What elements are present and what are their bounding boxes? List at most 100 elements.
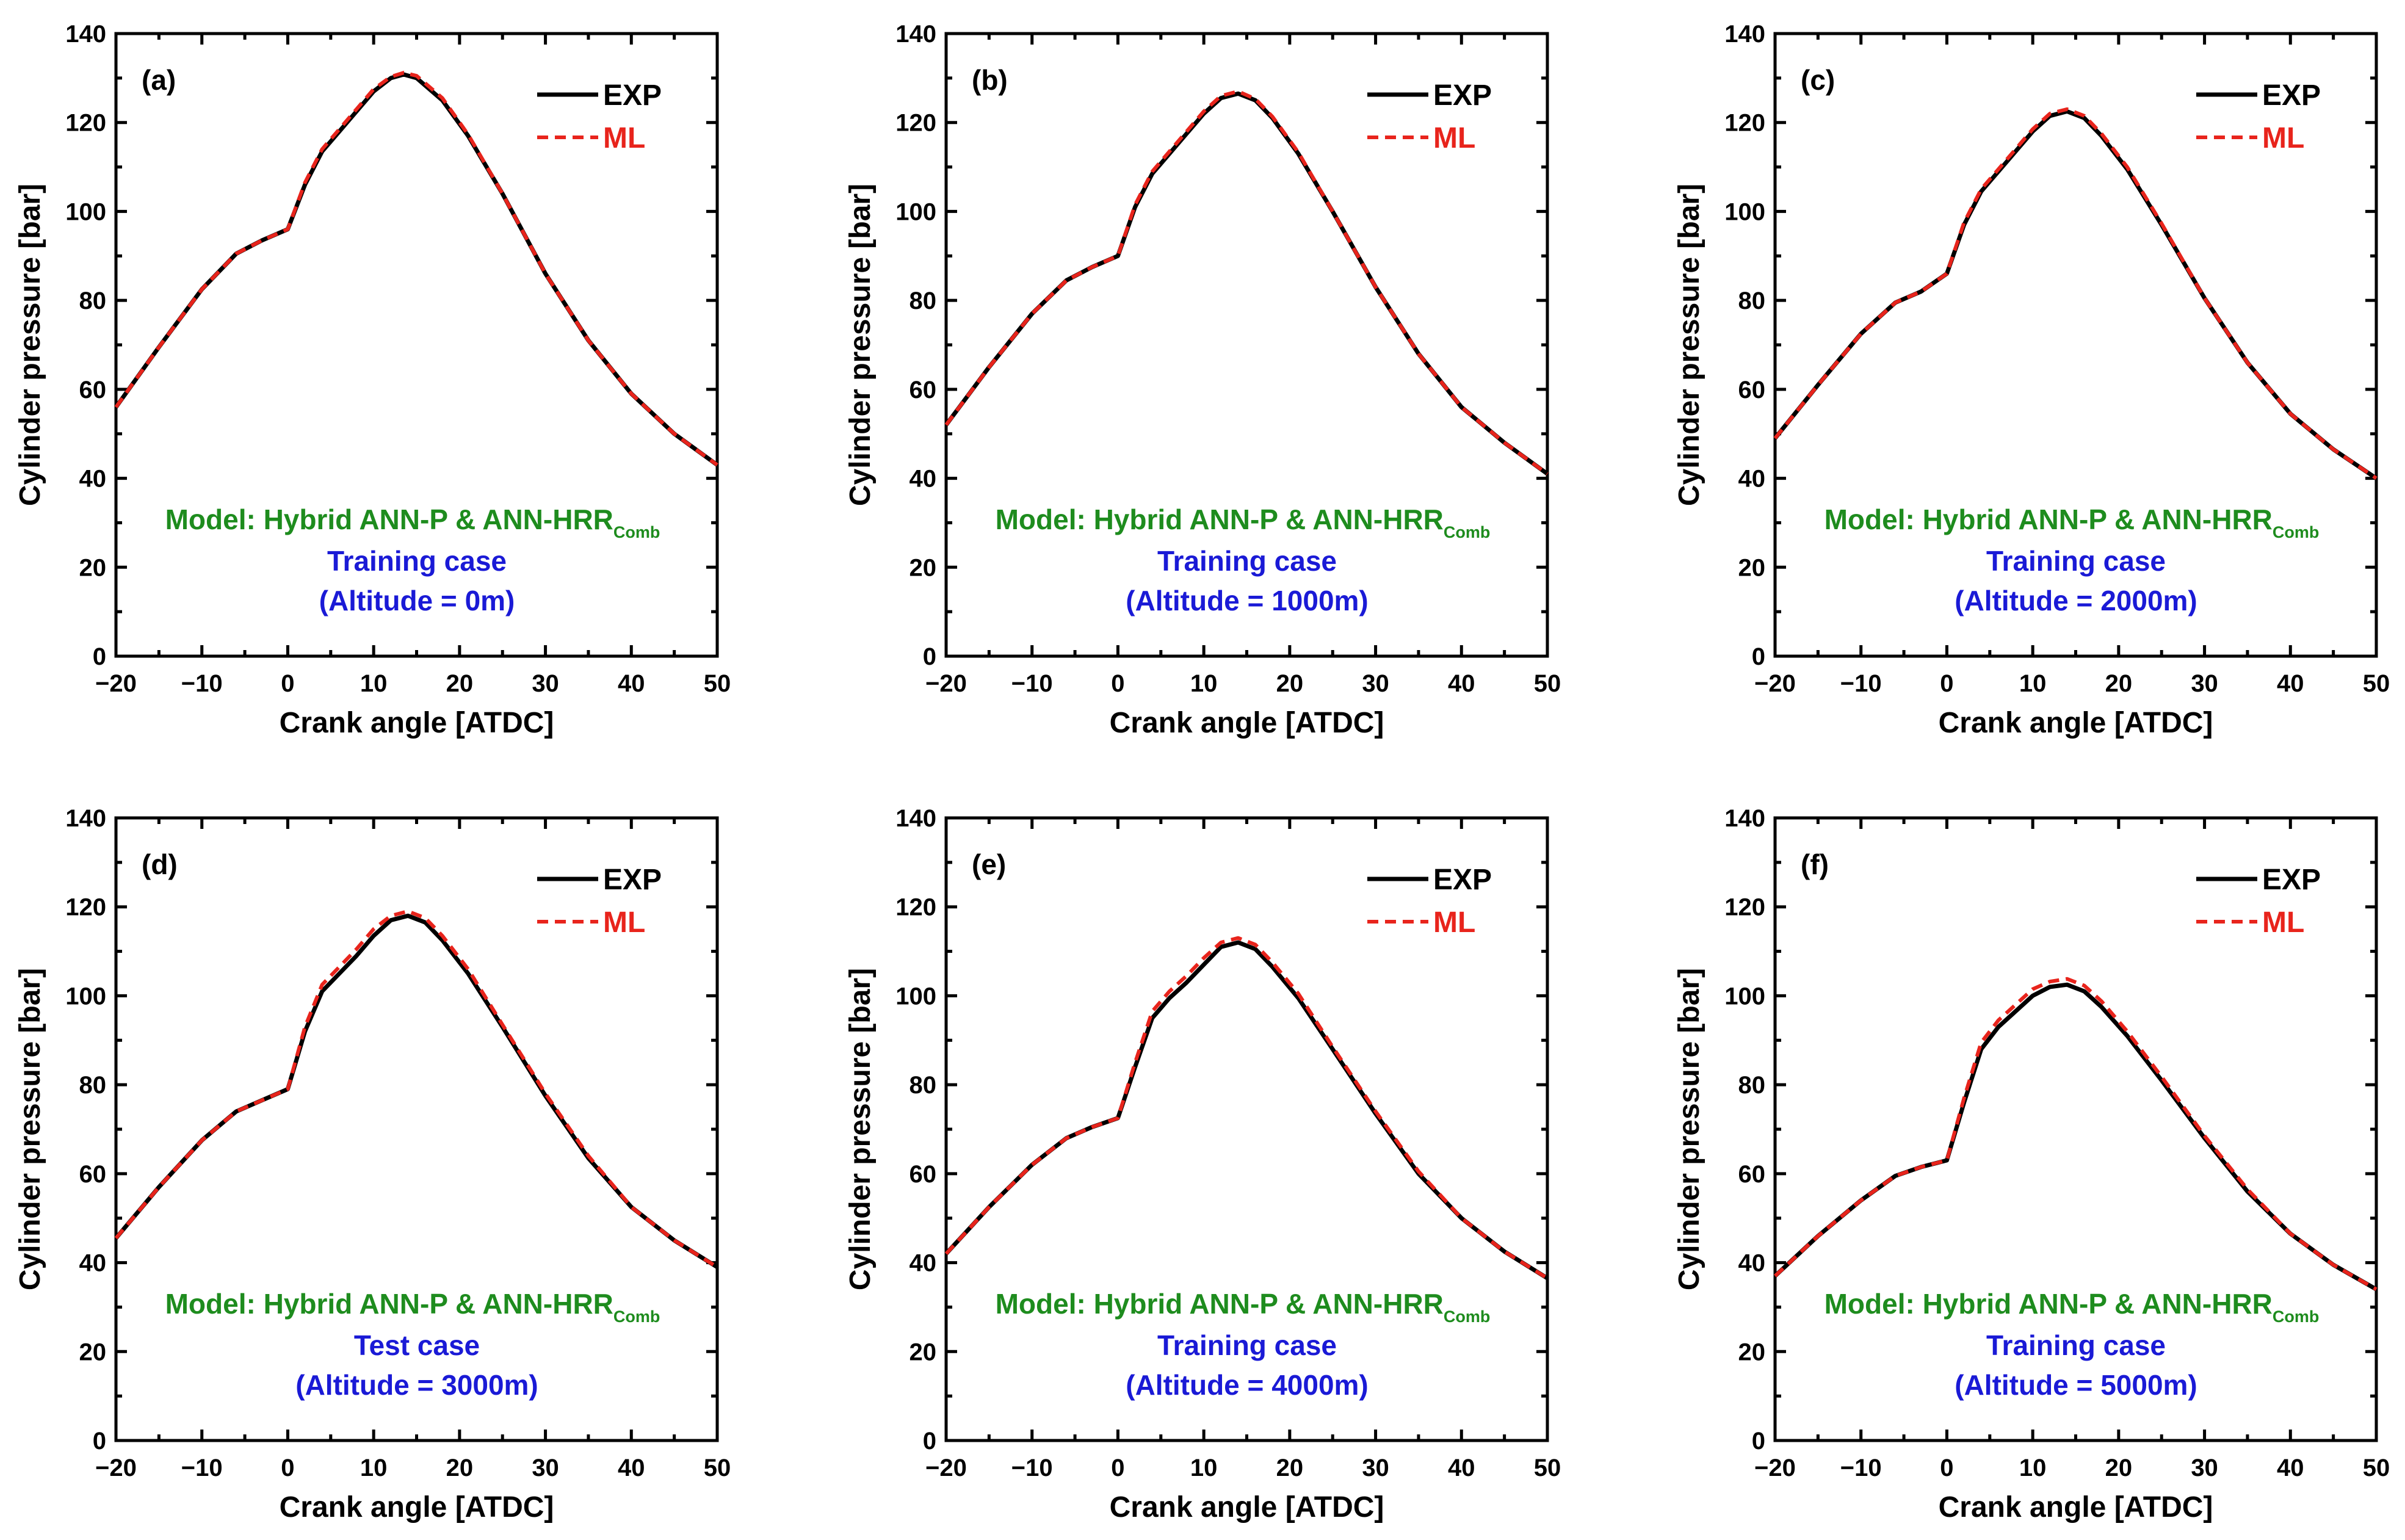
y-tick-label: 140 xyxy=(1724,805,1765,832)
series-line-ml xyxy=(114,71,718,467)
x-tick-label: −20 xyxy=(95,1455,137,1481)
x-tick-label: −20 xyxy=(1754,1455,1796,1481)
panel-label: (b) xyxy=(972,64,1008,96)
y-tick-label: 20 xyxy=(910,1339,937,1365)
model-annotation: Model: Hybrid ANN-P & ANN-HRRComb xyxy=(1825,504,2320,541)
x-tick-label: 20 xyxy=(1276,1455,1304,1481)
y-tick-label: 40 xyxy=(79,1250,107,1277)
x-tick-label: −10 xyxy=(181,670,223,697)
y-tick-label: 100 xyxy=(1724,983,1765,1010)
y-axis-title: Cylinder pressure [bar] xyxy=(844,968,877,1290)
y-axis-title: Cylinder pressure [bar] xyxy=(14,184,46,506)
y-tick-label: 60 xyxy=(79,1161,107,1188)
x-tick-label: 30 xyxy=(1362,670,1389,697)
y-tick-label: 80 xyxy=(1738,287,1766,314)
y-tick-label: 40 xyxy=(1738,466,1766,493)
x-tick-label: −10 xyxy=(1011,670,1053,697)
series-line-ml xyxy=(944,936,1549,1280)
model-annotation: Model: Hybrid ANN-P & ANN-HRRComb xyxy=(996,504,1491,541)
x-tick-label: −10 xyxy=(181,1455,223,1481)
y-tick-label: 120 xyxy=(895,110,936,137)
y-tick-label: 140 xyxy=(1724,21,1765,48)
x-tick-label: 40 xyxy=(618,670,645,697)
y-axis-title: Cylinder pressure [bar] xyxy=(1673,968,1705,1290)
x-tick-label: 20 xyxy=(446,670,474,697)
x-tick-label: 40 xyxy=(1448,670,1475,697)
x-tick-label: 0 xyxy=(1940,670,1953,697)
y-tick-label: 0 xyxy=(1752,1428,1765,1455)
x-tick-label: 40 xyxy=(1448,1455,1475,1481)
x-tick-label: 20 xyxy=(2105,670,2133,697)
series-line-ml xyxy=(944,89,1549,475)
y-tick-label: 140 xyxy=(65,21,106,48)
x-tick-label: 20 xyxy=(446,1455,474,1481)
x-tick-label: 10 xyxy=(2019,670,2047,697)
y-tick-label: 140 xyxy=(895,805,936,832)
y-tick-label: 0 xyxy=(923,1428,936,1455)
x-tick-label: 50 xyxy=(2363,670,2390,697)
legend-label-exp: EXP xyxy=(1433,79,1492,112)
y-tick-label: 80 xyxy=(79,287,107,314)
x-tick-label: 20 xyxy=(2105,1455,2133,1481)
case-annotation: Test case xyxy=(354,1329,480,1361)
chart-panel-a: −20 −10 0 10 20 30 40 50 0 20 40 60 80 100 120 140 Crank… xyxy=(14,21,731,739)
y-tick-label: 100 xyxy=(895,983,936,1010)
x-tick-label: 50 xyxy=(2363,1455,2390,1481)
y-tick-label: 60 xyxy=(910,1161,937,1188)
legend-label-ml: ML xyxy=(2262,122,2304,154)
legend-label-ml: ML xyxy=(603,906,645,939)
x-tick-label: 10 xyxy=(1190,670,1218,697)
legend-label-ml: ML xyxy=(1433,906,1475,939)
x-axis-title: Crank angle [ATDC] xyxy=(280,707,554,739)
x-axis-title: Crank angle [ATDC] xyxy=(1110,1491,1384,1524)
y-tick-label: 80 xyxy=(1738,1072,1766,1099)
x-tick-label: 50 xyxy=(704,1455,731,1481)
model-annotation: Model: Hybrid ANN-P & ANN-HRRComb xyxy=(1825,1288,2320,1326)
y-axis-title: Cylinder pressure [bar] xyxy=(844,184,877,506)
y-tick-label: 60 xyxy=(1738,1161,1766,1188)
y-tick-label: 20 xyxy=(1738,1339,1766,1365)
y-tick-label: 60 xyxy=(79,377,107,403)
x-tick-label: 40 xyxy=(2277,670,2304,697)
legend-label-ml: ML xyxy=(603,122,645,154)
x-tick-label: 30 xyxy=(2191,1455,2218,1481)
altitude-annotation: (Altitude = 1000m) xyxy=(1126,585,1369,616)
y-tick-label: 100 xyxy=(65,983,106,1010)
panel-label: (d) xyxy=(142,848,178,880)
model-annotation: Model: Hybrid ANN-P & ANN-HRRComb xyxy=(165,504,660,541)
x-tick-label: 50 xyxy=(1534,1455,1561,1481)
y-tick-label: 40 xyxy=(79,466,107,493)
y-tick-label: 0 xyxy=(923,643,936,670)
case-annotation: Training case xyxy=(1986,545,2166,577)
y-tick-label: 140 xyxy=(65,805,106,832)
y-axis-title: Cylinder pressure [bar] xyxy=(14,968,46,1290)
x-tick-label: 0 xyxy=(281,670,294,697)
panel-label: (f) xyxy=(1801,848,1829,880)
y-tick-label: 40 xyxy=(910,1250,937,1277)
altitude-annotation: (Altitude = 3000m) xyxy=(295,1369,538,1401)
series-line-ml xyxy=(1773,977,2378,1291)
y-tick-label: 40 xyxy=(1738,1250,1766,1277)
case-annotation: Training case xyxy=(1157,1329,1337,1361)
y-tick-label: 120 xyxy=(1724,110,1765,137)
altitude-annotation: (Altitude = 0m) xyxy=(319,585,515,616)
panel-label: (c) xyxy=(1801,64,1835,96)
model-annotation: Model: Hybrid ANN-P & ANN-HRRComb xyxy=(165,1288,660,1326)
x-tick-label: 0 xyxy=(281,1455,294,1481)
legend-label-exp: EXP xyxy=(2262,79,2321,112)
altitude-annotation: (Altitude = 2000m) xyxy=(1955,585,2197,616)
x-tick-label: 0 xyxy=(1111,670,1124,697)
series-line-ml xyxy=(1773,107,2378,480)
y-tick-label: 100 xyxy=(1724,198,1765,225)
x-tick-label: 10 xyxy=(360,670,388,697)
x-tick-label: 30 xyxy=(2191,670,2218,697)
model-annotation: Model: Hybrid ANN-P & ANN-HRRComb xyxy=(996,1288,1491,1326)
y-tick-label: 60 xyxy=(1738,377,1766,403)
legend-label-exp: EXP xyxy=(2262,864,2321,896)
panel-label: (e) xyxy=(972,848,1006,880)
x-tick-label: 10 xyxy=(1190,1455,1218,1481)
x-tick-label: 0 xyxy=(1111,1455,1124,1481)
y-tick-label: 80 xyxy=(79,1072,107,1099)
case-annotation: Training case xyxy=(1157,545,1337,577)
